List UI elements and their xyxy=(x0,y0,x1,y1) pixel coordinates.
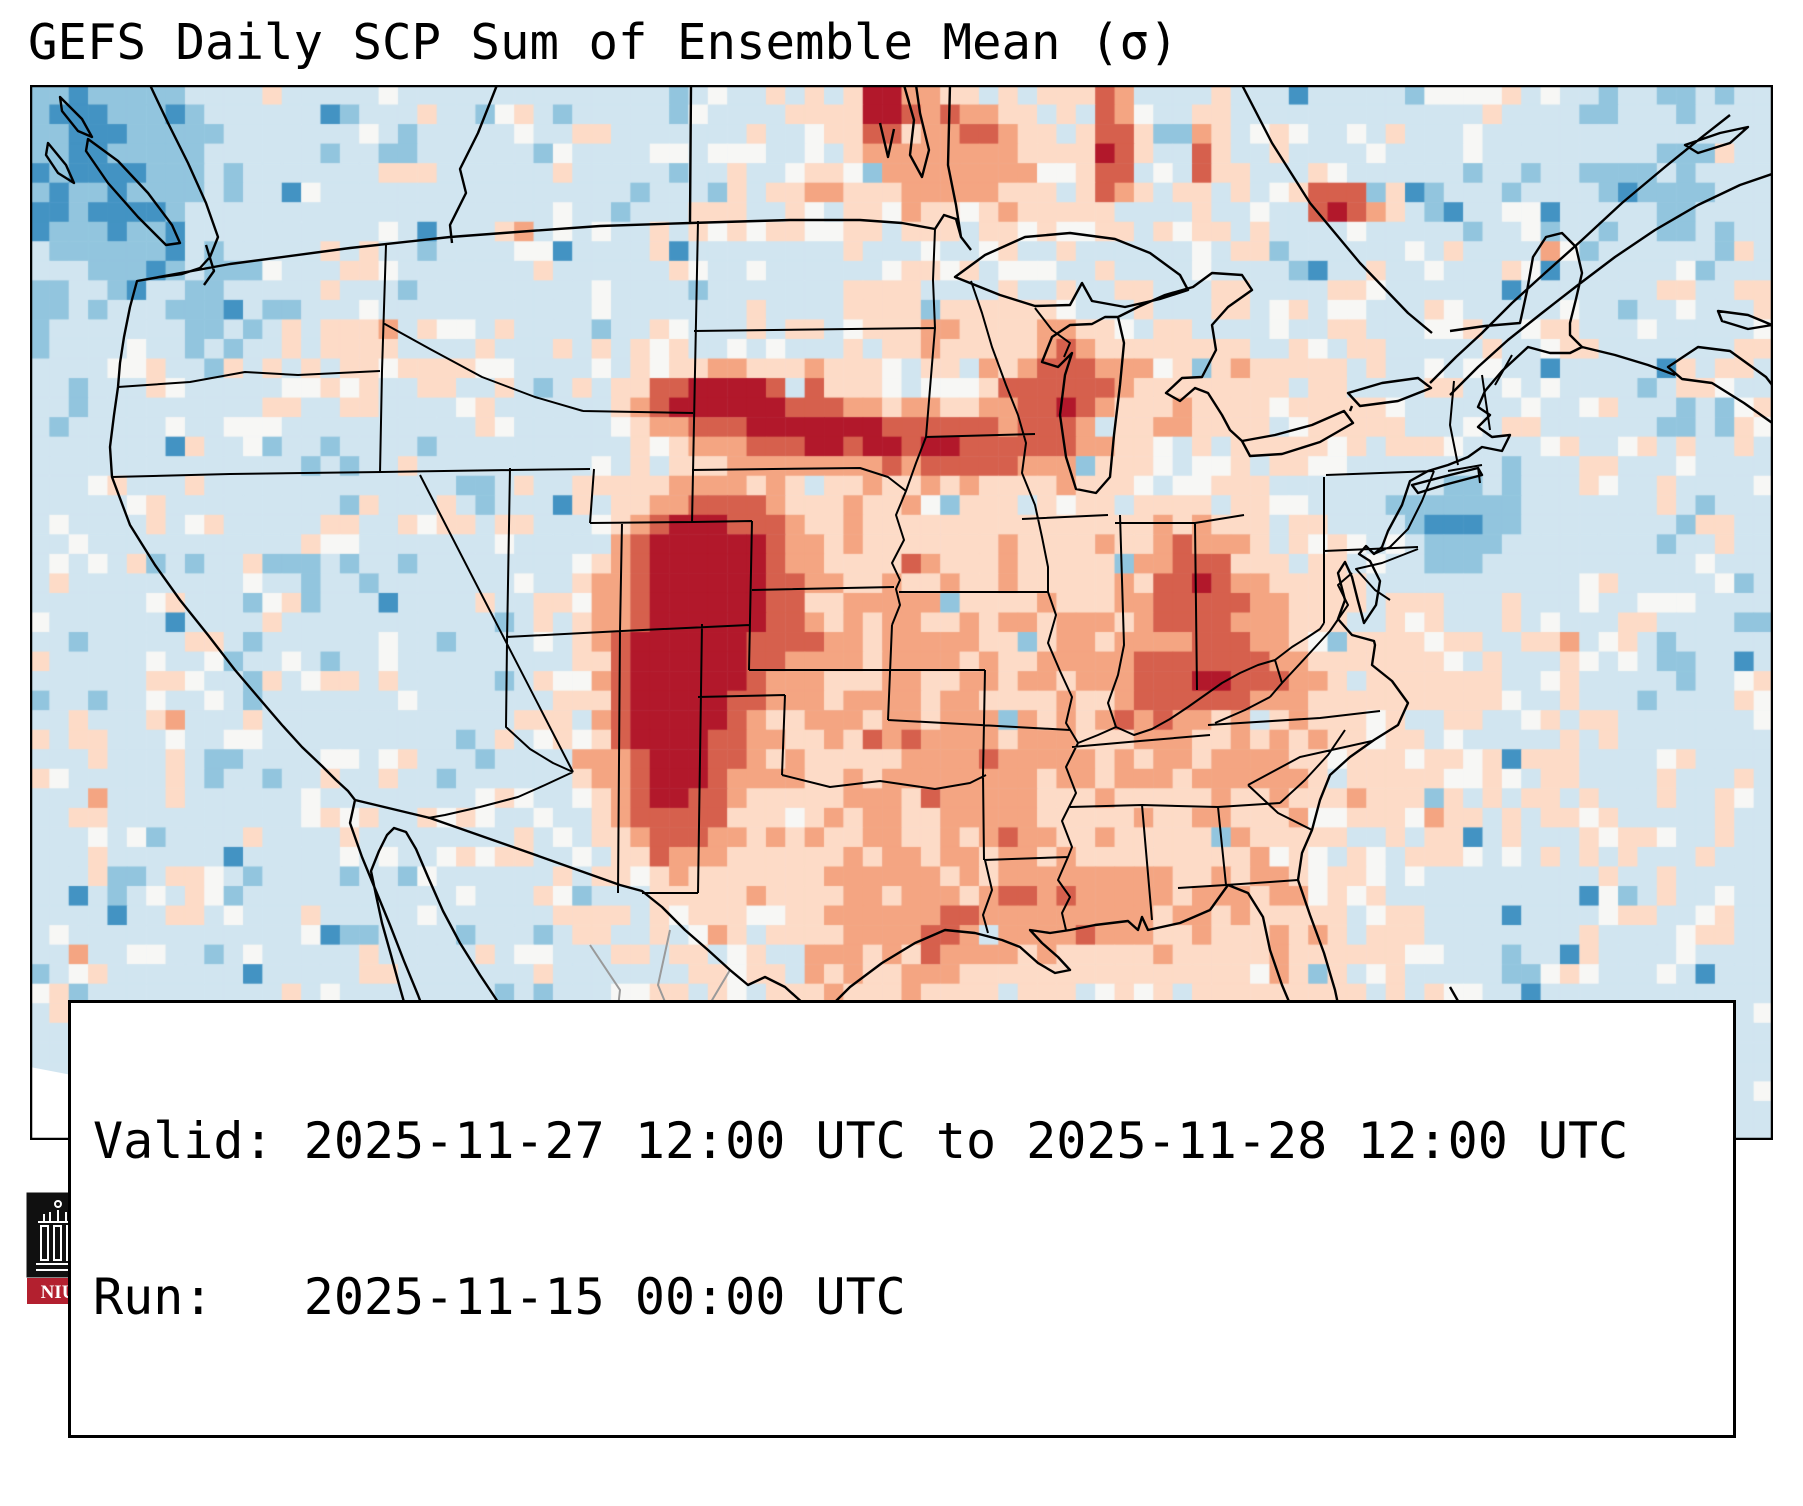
map-boundaries xyxy=(30,85,1773,1140)
map-frame xyxy=(30,85,1773,1140)
valid-time-line: Valid: 2025-11-27 12:00 UTC to 2025-11-2… xyxy=(93,1112,1629,1170)
heatmap-cells xyxy=(30,85,1773,1140)
state-boundaries xyxy=(111,220,1513,934)
coastlines xyxy=(44,85,1773,1140)
run-time-line: Run: 2025-11-15 00:00 UTC xyxy=(93,1268,906,1326)
logo-text: NIU xyxy=(41,1282,76,1303)
map-panel: Valid: 2025-11-27 12:00 UTC to 2025-11-2… xyxy=(30,85,1773,1438)
page-title: GEFS Daily SCP Sum of Ensemble Mean (σ) xyxy=(28,14,1179,71)
forecast-info-box: Valid: 2025-11-27 12:00 UTC to 2025-11-2… xyxy=(68,1000,1736,1438)
